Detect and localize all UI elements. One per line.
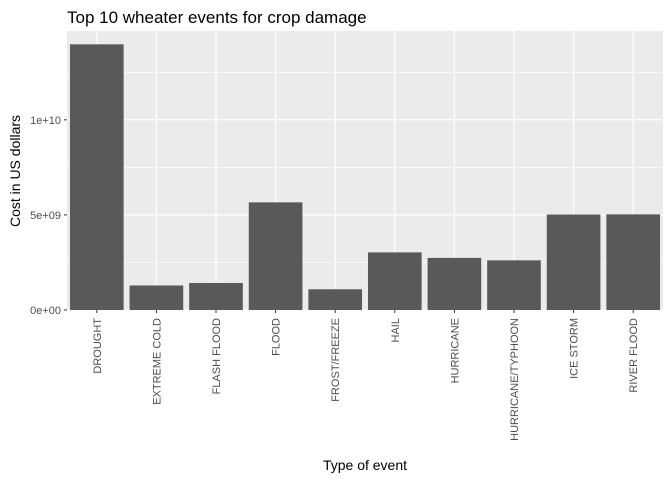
- bar: [367, 252, 422, 310]
- bar: [427, 257, 482, 310]
- x-tick-label: HURRICANE/TYPHOON: [509, 318, 521, 441]
- y-tick-label: 5e+09: [30, 210, 61, 222]
- y-axis-title: Cost in US dollars: [7, 115, 23, 227]
- bars: [69, 44, 661, 310]
- bar: [487, 260, 541, 310]
- bar: [606, 214, 661, 310]
- bar: [189, 282, 243, 310]
- x-tick-label: HAIL: [390, 318, 402, 342]
- y-tick-label: 1e+10: [30, 115, 61, 127]
- x-tick-label: EXTREME COLD: [151, 318, 163, 405]
- bar: [546, 214, 601, 310]
- bar: [248, 202, 303, 310]
- chart-title: Top 10 wheater events for crop damage: [67, 8, 367, 27]
- bar: [129, 285, 184, 310]
- y-tick-label: 0e+00: [30, 305, 61, 317]
- x-axis-title: Type of event: [323, 457, 407, 473]
- bar: [69, 44, 124, 310]
- x-tick-label: FLOOD: [271, 318, 283, 356]
- x-tick-label: ICE STORM: [569, 318, 581, 379]
- x-tick-label: FROST/FREEZE: [330, 318, 342, 402]
- x-tick-label: HURRICANE: [449, 318, 461, 383]
- x-axis: DROUGHT EXTREME COLD FLASH FLOOD FLOOD FROST…: [92, 310, 640, 441]
- x-tick-label: DROUGHT: [92, 318, 104, 374]
- bar: [308, 289, 363, 310]
- y-axis: 0e+00 5e+09 1e+10: [30, 115, 67, 317]
- x-tick-label: RIVER FLOOD: [628, 318, 640, 393]
- x-tick-label: FLASH FLOOD: [211, 318, 223, 394]
